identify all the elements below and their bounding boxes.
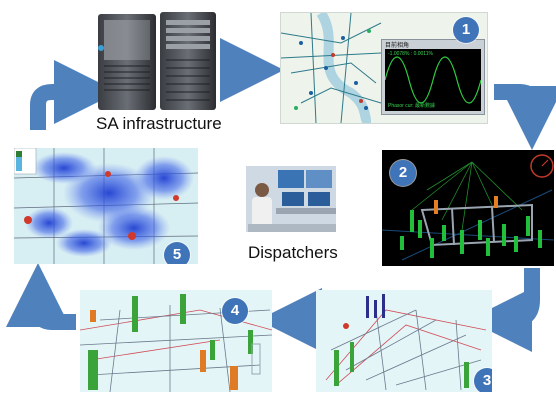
arrow-1-to-2	[494, 84, 556, 150]
arrow-4-to-5	[6, 263, 76, 330]
arrow-2-to-3	[468, 268, 540, 352]
scope-title: 目前相角	[385, 43, 410, 49]
panel-3-3d-grid: 3	[316, 290, 492, 392]
step-badge-2: 2	[390, 160, 416, 186]
scope-line1: -1.0078% : 0.0011%	[388, 51, 433, 57]
sa-infrastructure-label: SA infrastructure	[96, 114, 222, 133]
step-badge-5: 5	[164, 242, 190, 264]
scope-line2: Phasor cur: 最新數據	[388, 103, 435, 109]
scope-screen: -1.0078% : 0.0011% Phasor cur: 最新數據	[385, 49, 481, 111]
panel-2-3d-network: 2	[382, 150, 554, 266]
server-tower-icon	[92, 10, 220, 112]
dispatcher-operator-icon	[246, 166, 336, 232]
panel-5-heatmap: 5	[14, 148, 198, 264]
panel-1-map-scope: 目前相角 -1.0078% : 0.0011% Phasor cur: 最新數據…	[280, 12, 488, 124]
step-badge-1: 1	[453, 17, 479, 43]
arrow-5-to-infrastructure	[30, 60, 118, 130]
dispatchers-label: Dispatchers	[248, 243, 338, 262]
phasor-scope-window: 目前相角 -1.0078% : 0.0011% Phasor cur: 最新數據	[381, 39, 485, 115]
panel-4-3d-grid: 4	[80, 290, 272, 392]
step-badge-3: 3	[474, 368, 492, 392]
step-badge-4: 4	[222, 298, 248, 324]
